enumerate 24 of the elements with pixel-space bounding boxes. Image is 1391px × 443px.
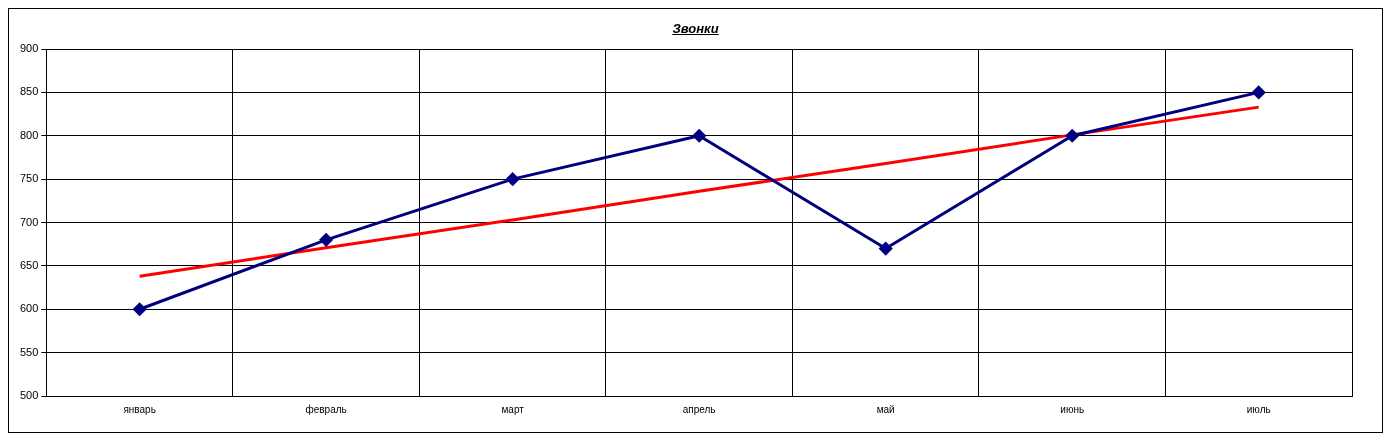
x-tick-label: апрель: [682, 403, 716, 415]
point: [133, 302, 147, 316]
point: [1065, 129, 1079, 143]
chart-title: Звонки: [671, 20, 720, 38]
point: [319, 233, 333, 247]
y-tick-label: 850: [19, 85, 39, 98]
y-tick-label: 550: [19, 345, 39, 358]
point: [506, 172, 520, 186]
y-tick-label: 600: [19, 302, 39, 315]
y-tick-label: 500: [19, 389, 39, 402]
x-tick-label: март: [501, 403, 525, 415]
x-tick-label: май: [876, 403, 895, 415]
y-tick-label: 700: [19, 215, 39, 228]
y-tick-label: 650: [19, 258, 39, 271]
point: [692, 129, 706, 143]
x-tick-label: июнь: [1060, 403, 1085, 415]
x-tick-label: июль: [1246, 403, 1271, 415]
y-tick-label: 800: [19, 128, 39, 141]
x-tick-label: январь: [123, 403, 156, 415]
point: [879, 242, 893, 256]
y-tick-label: 900: [19, 42, 39, 55]
x-tick-label: февраль: [305, 403, 347, 415]
point: [1252, 85, 1266, 99]
y-tick-label: 750: [19, 172, 39, 185]
